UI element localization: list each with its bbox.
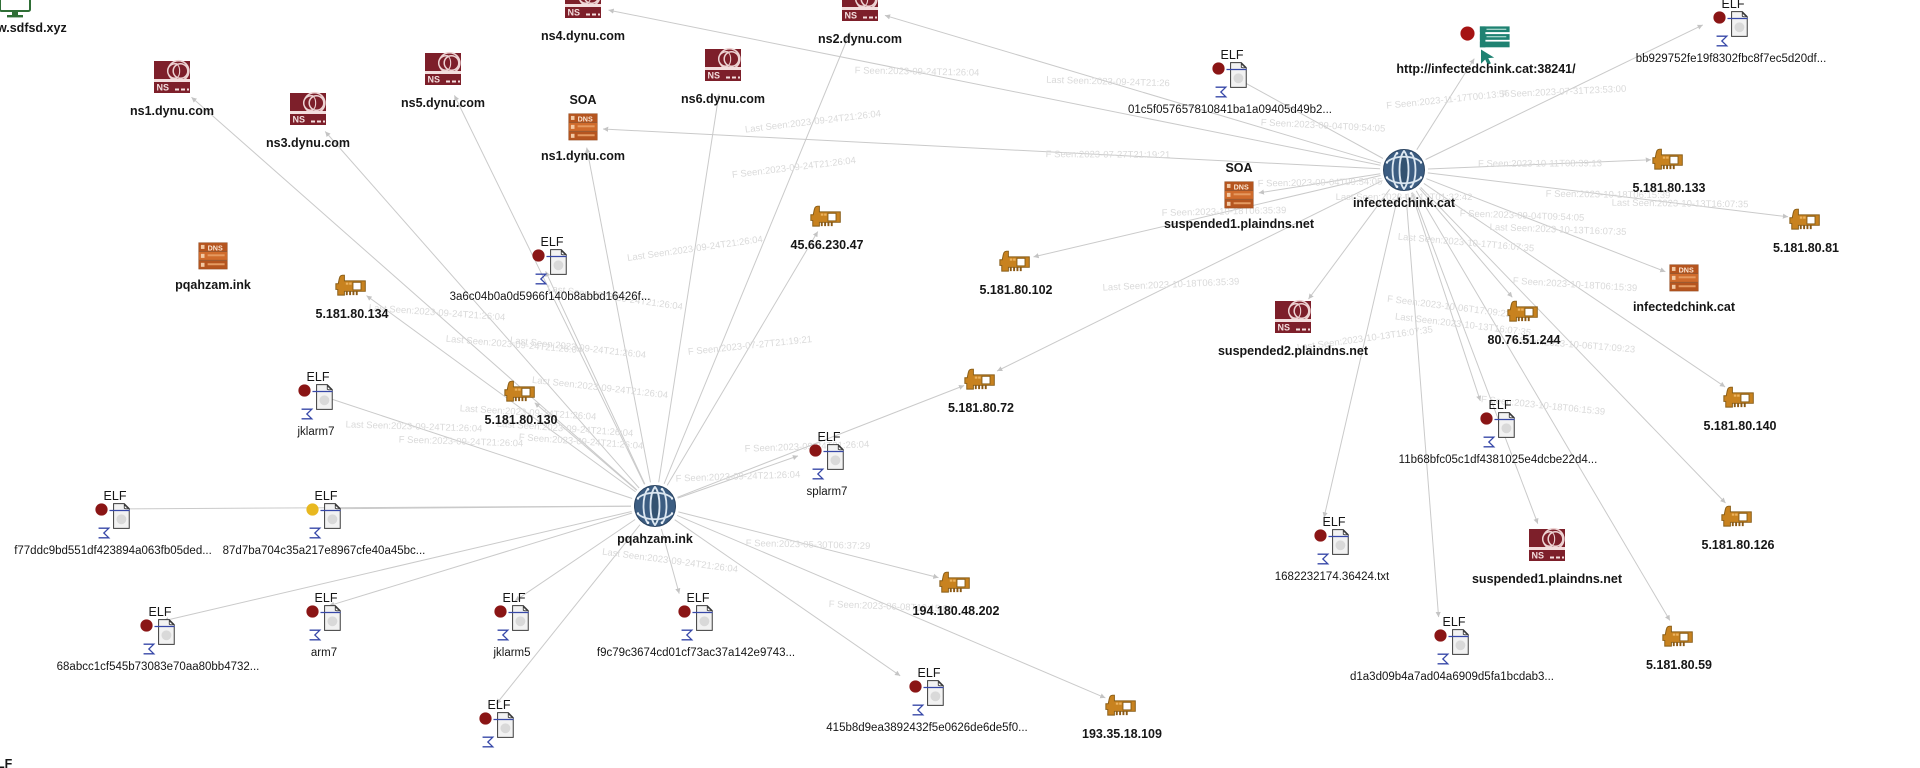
svg-text:DNS: DNS xyxy=(578,115,593,123)
svg-text:NS: NS xyxy=(157,83,170,93)
svg-text:NS: NS xyxy=(1532,551,1545,561)
svg-text:NS: NS xyxy=(1278,323,1291,333)
svg-text:NS: NS xyxy=(708,71,721,81)
svg-text:NS: NS xyxy=(568,8,581,18)
svg-text:DNS: DNS xyxy=(1234,183,1249,191)
svg-text:DNS: DNS xyxy=(1679,266,1694,274)
svg-text:NS: NS xyxy=(428,75,441,85)
svg-text:NS: NS xyxy=(845,11,858,21)
svg-text:DNS: DNS xyxy=(208,244,223,252)
svg-text:NS: NS xyxy=(293,115,306,125)
